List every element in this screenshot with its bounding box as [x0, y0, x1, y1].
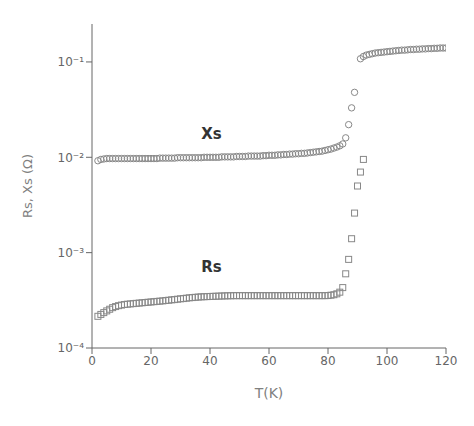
svg-text:10⁻³: 10⁻³ — [58, 246, 85, 260]
svg-text:100: 100 — [376, 354, 399, 368]
svg-text:T(K): T(K) — [254, 385, 284, 401]
svg-text:0: 0 — [88, 354, 96, 368]
svg-text:Xs: Xs — [201, 125, 222, 143]
svg-text:10⁻²: 10⁻² — [58, 151, 85, 165]
svg-text:20: 20 — [143, 354, 158, 368]
svg-text:60: 60 — [261, 354, 276, 368]
svg-text:10⁻⁴: 10⁻⁴ — [58, 341, 85, 355]
svg-text:120: 120 — [435, 354, 458, 368]
svg-text:40: 40 — [202, 354, 217, 368]
svg-text:Rs: Rs — [201, 258, 222, 276]
svg-text:10⁻¹: 10⁻¹ — [58, 55, 85, 69]
svg-text:80: 80 — [320, 354, 335, 368]
svg-text:Rs, Xs (Ω): Rs, Xs (Ω) — [20, 154, 35, 218]
